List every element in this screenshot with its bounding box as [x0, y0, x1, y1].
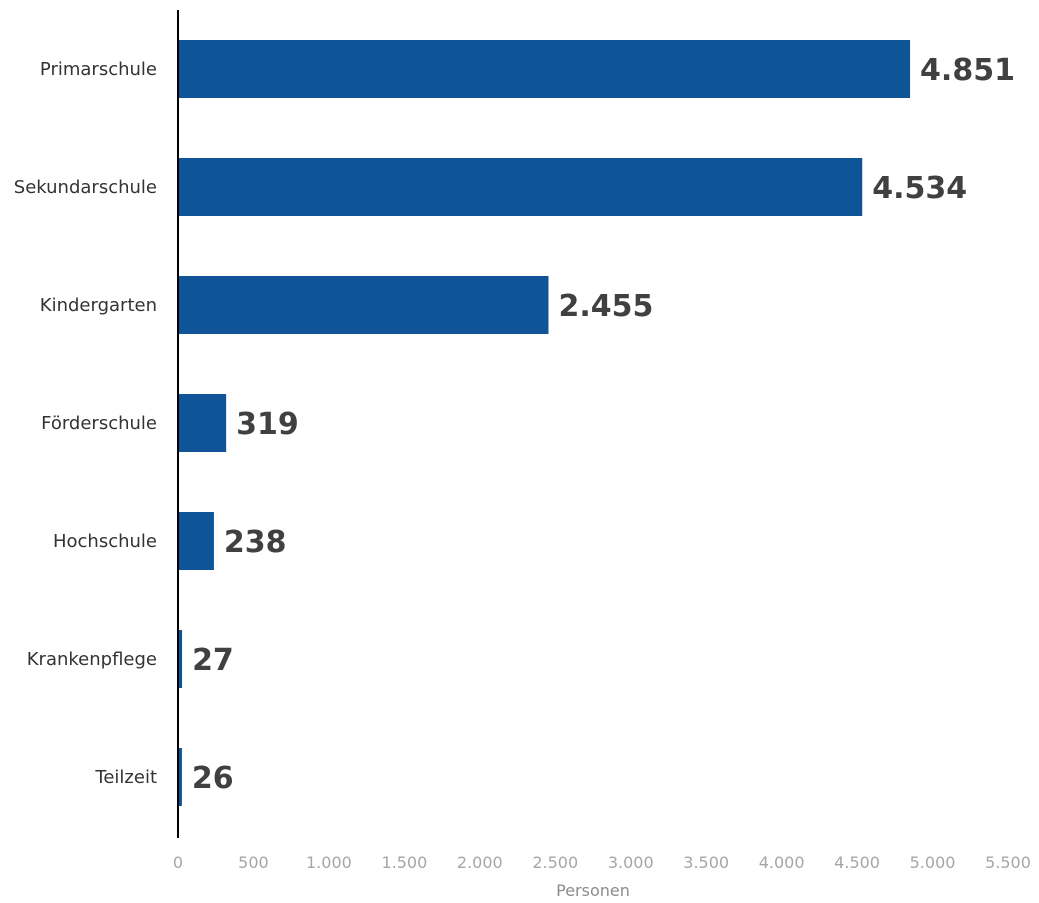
x-axis-ticks: 0 500 1.000 1.500 2.000 2.500 3.000 3.500 4.000 4… — [173, 853, 1031, 872]
category-label: Krankenpflege — [27, 649, 157, 670]
x-tick-label: 3.000 — [608, 853, 654, 872]
x-tick-label: 2.000 — [457, 853, 503, 872]
labels-layer: Primarschule 4.851 Sekundarschule 4.534 Kind… — [14, 53, 1015, 796]
value-label: 4.851 — [920, 53, 1015, 88]
x-tick-label: 3.500 — [683, 853, 729, 872]
category-label: Förderschule — [41, 413, 157, 434]
category-label: Teilzeit — [94, 767, 157, 788]
value-label: 2.455 — [558, 289, 653, 324]
value-label: 27 — [192, 643, 234, 678]
x-tick-label: 2.500 — [532, 853, 578, 872]
bar-6 — [178, 748, 182, 806]
bars-layer — [178, 40, 911, 806]
bar-2 — [178, 276, 549, 334]
category-label: Hochschule — [53, 531, 157, 552]
bar-4 — [178, 512, 214, 570]
x-tick-label: 4.000 — [759, 853, 805, 872]
x-tick-label: 0 — [173, 853, 183, 872]
x-axis-title: Personen — [556, 881, 630, 900]
category-label: Primarschule — [40, 59, 157, 80]
value-label: 26 — [192, 761, 234, 796]
category-label: Kindergarten — [40, 295, 157, 316]
value-label: 238 — [224, 525, 287, 560]
x-tick-label: 4.500 — [834, 853, 880, 872]
category-label: Sekundarschule — [14, 177, 157, 198]
value-label: 4.534 — [872, 171, 967, 206]
x-tick-label: 5.500 — [985, 853, 1031, 872]
bar-1 — [178, 158, 863, 216]
bar-0 — [178, 40, 911, 98]
bar-3 — [178, 394, 227, 452]
x-tick-label: 1.000 — [306, 853, 352, 872]
value-label: 319 — [236, 407, 299, 442]
x-tick-label: 500 — [238, 853, 269, 872]
bar-5 — [178, 630, 183, 688]
x-tick-label: 1.500 — [381, 853, 427, 872]
x-tick-label: 5.000 — [910, 853, 956, 872]
